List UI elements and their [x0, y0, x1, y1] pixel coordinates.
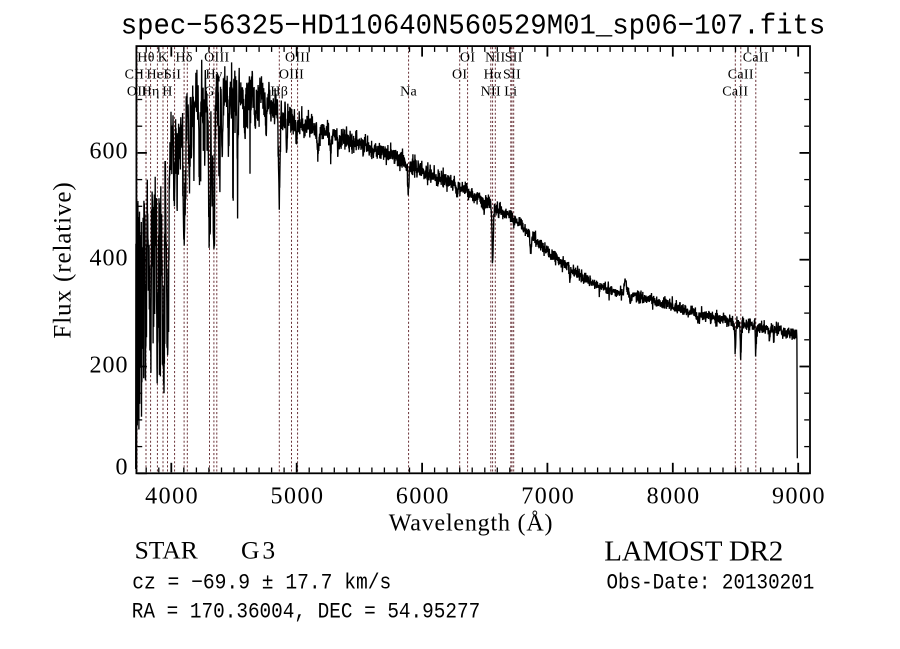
svg-text:8000: 8000 — [647, 484, 701, 510]
svg-text:200: 200 — [90, 352, 129, 378]
svg-text:spec−56325−HD110640N560529M01_: spec−56325−HD110640N560529M01_sp06−107.f… — [121, 11, 826, 43]
svg-text:CaII: CaII — [728, 68, 754, 83]
svg-text:Obs-Date: 20130201: Obs-Date: 20130201 — [607, 571, 815, 595]
svg-text:Wavelength (Å): Wavelength (Å) — [389, 511, 554, 537]
svg-text:5000: 5000 — [271, 484, 325, 510]
svg-text:H: H — [162, 85, 172, 100]
svg-text:CaII: CaII — [743, 51, 769, 66]
svg-text:0: 0 — [116, 454, 129, 480]
svg-text:LAMOST DR2: LAMOST DR2 — [604, 536, 783, 568]
svg-text:Hθ: Hθ — [137, 51, 154, 66]
svg-text:400: 400 — [90, 246, 129, 272]
svg-text:NII: NII — [485, 51, 505, 66]
svg-text:SiI: SiI — [164, 68, 181, 83]
svg-text:4000: 4000 — [145, 484, 199, 510]
svg-text:CaII: CaII — [722, 85, 748, 100]
svg-text:cz = −69.9 ± 17.7 km/s: cz = −69.9 ± 17.7 km/s — [132, 572, 391, 596]
svg-text:Li: Li — [504, 85, 517, 100]
svg-text:OIII: OIII — [279, 68, 304, 83]
svg-text:HeI: HeI — [146, 68, 168, 83]
svg-text:G3: G3 — [241, 536, 278, 565]
svg-text:SII: SII — [505, 51, 523, 66]
svg-text:Hβ: Hβ — [270, 85, 288, 100]
svg-text:OI: OI — [452, 68, 467, 83]
svg-text:7000: 7000 — [521, 484, 575, 510]
svg-text:STAR: STAR — [135, 536, 198, 565]
svg-text:Hη: Hη — [142, 85, 160, 100]
svg-text:Hα: Hα — [484, 68, 502, 83]
svg-text:CII: CII — [125, 68, 145, 83]
svg-text:Na: Na — [400, 85, 417, 100]
svg-text:9000: 9000 — [772, 484, 826, 510]
svg-text:Flux (relative): Flux (relative) — [50, 181, 77, 338]
svg-text:OIII: OIII — [285, 51, 310, 66]
svg-text:Hγ: Hγ — [205, 68, 222, 83]
svg-text:SII: SII — [503, 68, 521, 83]
svg-text:OII: OII — [127, 85, 147, 100]
svg-text:G: G — [204, 85, 214, 100]
svg-text:OI: OI — [460, 51, 475, 66]
svg-text:NII: NII — [481, 85, 501, 100]
svg-text:OIII: OIII — [204, 51, 229, 66]
svg-text:6000: 6000 — [396, 484, 450, 510]
svg-text:Hδ: Hδ — [175, 51, 192, 66]
svg-text:K: K — [158, 51, 168, 66]
svg-text:600: 600 — [90, 139, 129, 165]
svg-text:RA = 170.36004, DEC = 54.9527: RA = 170.36004, DEC = 54.95277 — [132, 601, 480, 625]
